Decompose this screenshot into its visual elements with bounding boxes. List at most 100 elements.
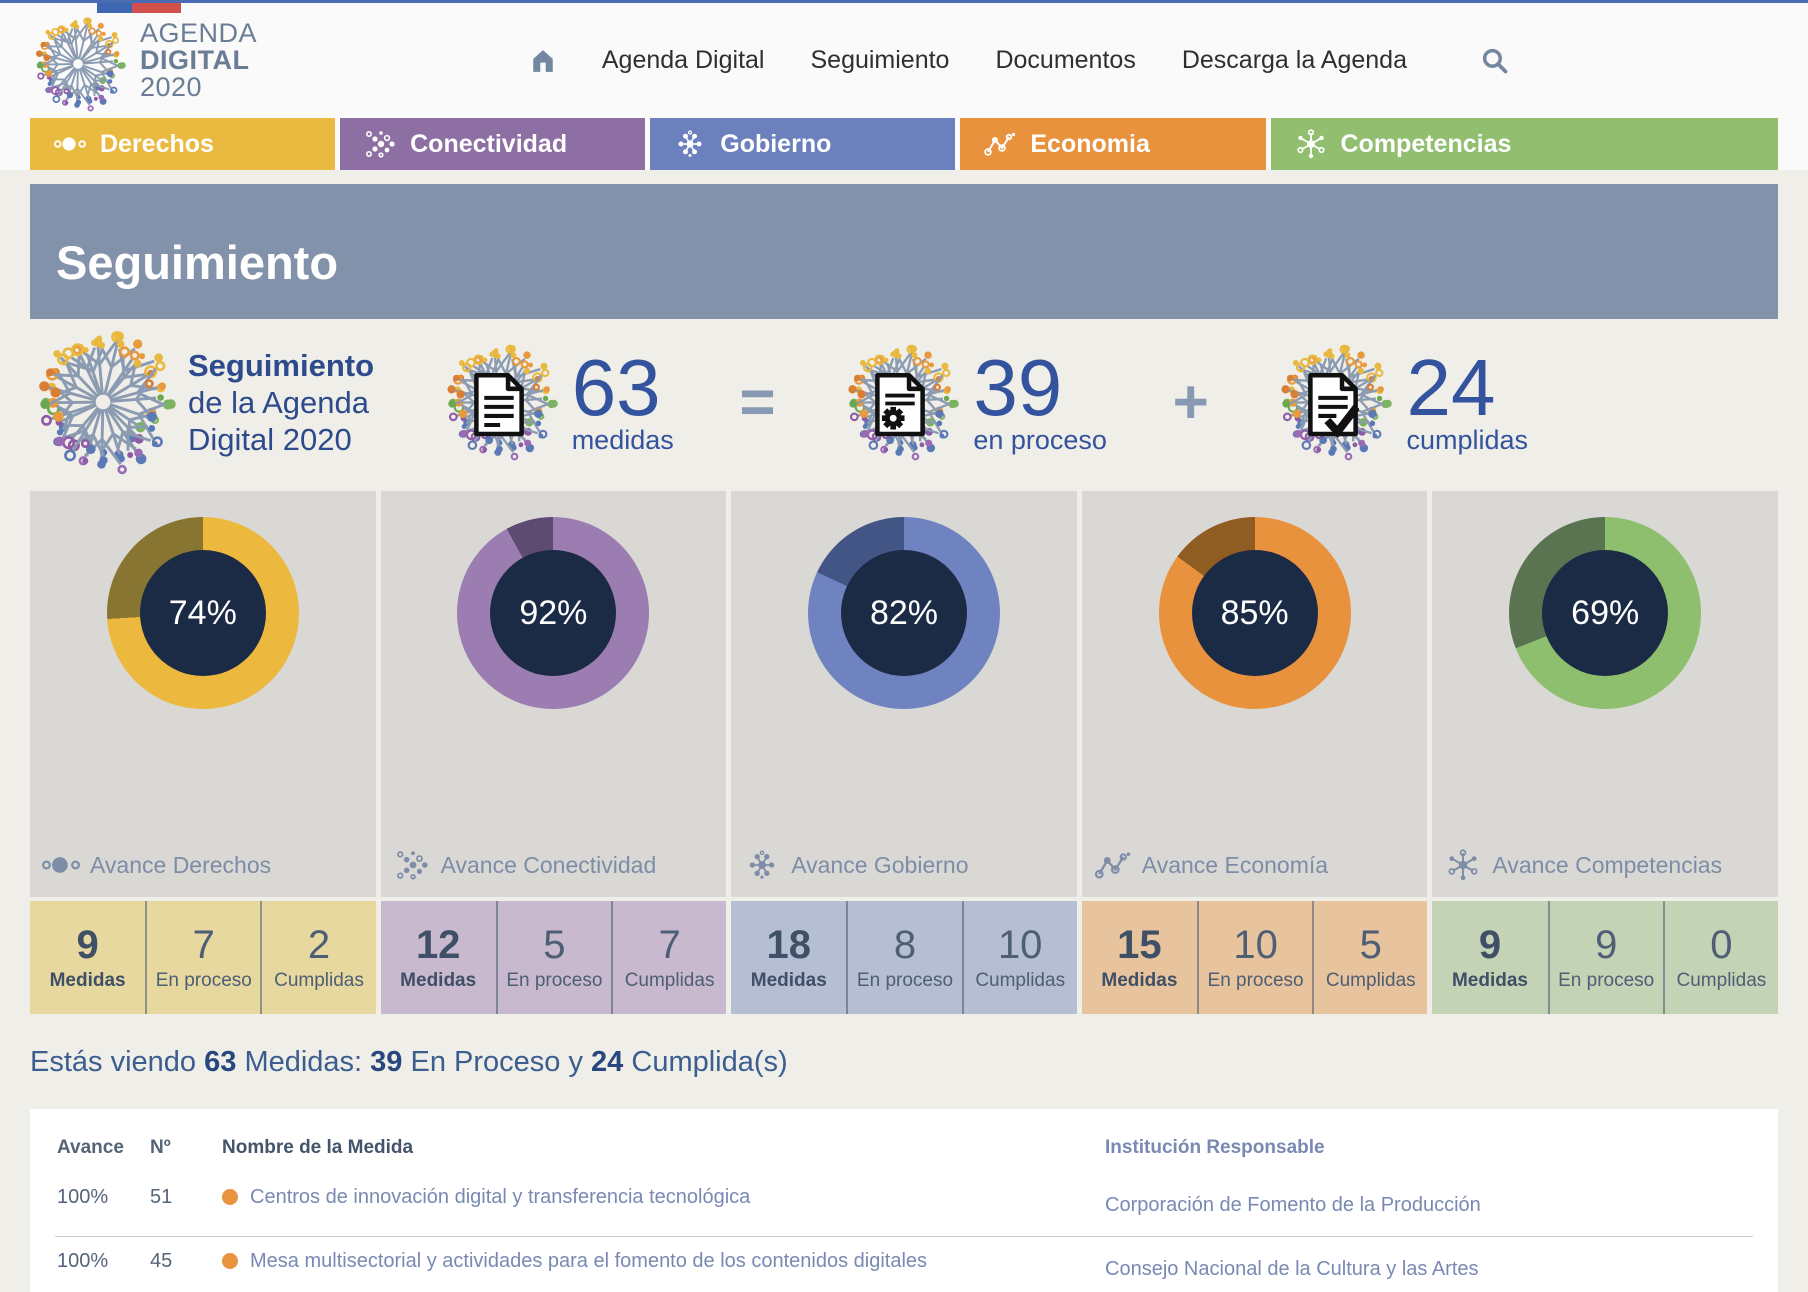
- stat-en-proceso: 7 En proceso: [145, 901, 260, 1014]
- progress-panel: 69% Avance Competencias: [1432, 491, 1778, 897]
- column-gobierno: 82% Avance Gobierno 18 Medidas 8 En proces…: [731, 491, 1077, 1014]
- donut-percent: 92%: [519, 593, 588, 632]
- panel-label: Avance Derechos: [30, 849, 271, 881]
- stat-medidas: 12 Medidas: [400, 922, 477, 991]
- economia-icon: [984, 129, 1016, 159]
- home-icon[interactable]: [530, 48, 556, 74]
- document-gear-icon: [874, 372, 926, 438]
- donut-percent: 74%: [168, 593, 237, 632]
- table-row: 100% 51 Centros de innovación digital y …: [55, 1173, 1753, 1236]
- donut-chart: 74%: [106, 517, 299, 709]
- tab-label: Derechos: [100, 129, 214, 158]
- stat-en-proceso: 8 En proceso: [846, 901, 961, 1014]
- stat-cumplidas: 7 Cumplidas: [610, 901, 726, 1014]
- viewing-summary: Estás viendo 63 Medidas: 39 En Proceso y…: [30, 1046, 788, 1078]
- gobierno-icon: [743, 849, 781, 881]
- status-bullet-icon: [222, 1253, 238, 1269]
- panel-stats: 12 Medidas 5 En proceso 7 Cumplidas: [380, 901, 727, 1014]
- cell-nombre[interactable]: Centros de innovación digital y transfer…: [222, 1186, 1105, 1209]
- brand-line1: AGENDA: [140, 18, 258, 48]
- progress-columns: 74% Avance Derechos 9 Medidas 7 En proceso…: [30, 491, 1778, 1014]
- conectividad-icon: [364, 129, 396, 159]
- total-medidas: 63 medidas: [571, 342, 674, 455]
- stat-cumplidas: 2 Cumplidas: [260, 901, 375, 1014]
- panel-label: Avance Economía: [1082, 849, 1328, 881]
- search-icon[interactable]: [1481, 47, 1508, 74]
- table-row: 100% 45 Mesa multisectorial y actividade…: [55, 1236, 1753, 1292]
- stat-medidas: 18 Medidas: [750, 922, 827, 991]
- status-bullet-icon: [222, 1189, 238, 1205]
- hero-banner: Seguimiento: [30, 184, 1778, 319]
- conectividad-icon: [393, 849, 431, 881]
- cell-institucion[interactable]: Corporación de Fomento de la Producción: [1105, 1194, 1481, 1216]
- column-competencias: 69% Avance Competencias 9 Medidas 9 En pro…: [1432, 491, 1778, 1014]
- header: AGENDA DIGITAL 2020 Agenda Digital Segui…: [0, 3, 1808, 170]
- plus-sign: +: [1172, 367, 1209, 437]
- summary-tree-icon: [30, 329, 176, 475]
- tab-competencias[interactable]: Competencias: [1270, 118, 1779, 170]
- progress-panel: 82% Avance Gobierno: [731, 491, 1077, 897]
- panel-stats: 9 Medidas 7 En proceso 2 Cumplidas: [30, 901, 376, 1014]
- category-tabs: Derechos Conectividad Gobierno Economia …: [30, 118, 1779, 170]
- cumplidas-doc-icon: [1274, 340, 1393, 464]
- donut-chart: 85%: [1158, 517, 1351, 709]
- progress-panel: 92% Avance Conectividad: [380, 491, 727, 897]
- cell-nombre[interactable]: Mesa multisectorial y actividades para e…: [222, 1250, 1105, 1273]
- cell-avance: 100%: [57, 1250, 109, 1272]
- page-title: Seguimiento: [56, 236, 339, 289]
- measures-table: Avance Nº Nombre de la Medida Institució…: [30, 1109, 1778, 1292]
- donut-percent: 69%: [1571, 593, 1640, 632]
- column-economia: 85% Avance Economía 15 Medidas 10 En proce…: [1081, 491, 1428, 1014]
- donut-chart: 92%: [457, 517, 650, 709]
- tab-label: Competencias: [1340, 129, 1512, 158]
- column-conectividad: 92% Avance Conectividad 12 Medidas 5 En pr…: [380, 491, 727, 1014]
- cell-avance: 100%: [57, 1186, 109, 1208]
- stat-medidas: 9 Medidas: [1451, 922, 1528, 991]
- cell-institucion[interactable]: Consejo Nacional de la Cultura y las Art…: [1105, 1258, 1479, 1280]
- competencias-icon: [1444, 849, 1482, 881]
- nav-seguimiento[interactable]: Seguimiento: [810, 46, 950, 74]
- table-body: 100% 51 Centros de innovación digital y …: [55, 1173, 1753, 1292]
- tab-conectividad[interactable]: Conectividad: [340, 118, 646, 170]
- medidas-doc-icon: [440, 340, 558, 464]
- main-nav: Agenda Digital Seguimiento Documentos De…: [530, 46, 1508, 75]
- donut-percent: 82%: [869, 593, 939, 632]
- panel-stats: 15 Medidas 10 En proceso 5 Cumplidas: [1081, 901, 1428, 1014]
- stat-en-proceso: 10 En proceso: [1196, 901, 1312, 1014]
- tab-label: Conectividad: [410, 129, 568, 158]
- tab-gobierno[interactable]: Gobierno: [650, 118, 956, 170]
- progress-panel: 85% Avance Economía: [1081, 491, 1428, 897]
- panel-label: Avance Gobierno: [731, 849, 969, 881]
- viewing-done: 24: [591, 1046, 624, 1078]
- tab-economia[interactable]: Economia: [960, 118, 1266, 170]
- nav-descarga-la-agenda[interactable]: Descarga la Agenda: [1181, 46, 1407, 74]
- brand-text: AGENDA DIGITAL 2020: [140, 20, 257, 101]
- panel-label: Avance Competencias: [1432, 849, 1722, 881]
- nav-agenda-digital[interactable]: Agenda Digital: [601, 46, 765, 74]
- tab-derechos[interactable]: Derechos: [30, 118, 336, 170]
- brand-logo[interactable]: AGENDA DIGITAL 2020: [30, 6, 257, 116]
- summary-title: Seguimiento de la Agenda Digital 2020: [188, 347, 375, 457]
- progress-panel: 74% Avance Derechos: [30, 491, 376, 897]
- panel-label: Avance Conectividad: [381, 849, 656, 881]
- total-cumplidas: 24 cumplidas: [1406, 342, 1529, 455]
- column-derechos: 74% Avance Derechos 9 Medidas 7 En proceso…: [30, 491, 376, 1014]
- summary-strip: Seguimiento de la Agenda Digital 2020 63…: [30, 319, 1778, 487]
- panel-stats: 9 Medidas 9 En proceso 0 Cumplidas: [1432, 901, 1778, 1014]
- document-icon: [473, 372, 525, 438]
- competencias-icon: [1295, 129, 1327, 159]
- document-check-icon: [1307, 372, 1359, 438]
- en-proceso-doc-icon: [841, 340, 960, 464]
- stat-cumplidas: 10 Cumplidas: [961, 901, 1077, 1014]
- nav-documentos[interactable]: Documentos: [995, 46, 1136, 74]
- stat-cumplidas: 0 Cumplidas: [1662, 901, 1778, 1014]
- cell-numero: 45: [150, 1250, 173, 1272]
- donut-chart: 82%: [807, 517, 1000, 709]
- gov-flag: [97, 3, 181, 13]
- derechos-icon: [54, 129, 86, 159]
- stat-cumplidas: 5 Cumplidas: [1312, 901, 1427, 1014]
- derechos-icon: [42, 849, 80, 881]
- stat-en-proceso: 9 En proceso: [1547, 901, 1663, 1014]
- gobierno-icon: [674, 129, 706, 159]
- stat-en-proceso: 5 En proceso: [495, 901, 611, 1014]
